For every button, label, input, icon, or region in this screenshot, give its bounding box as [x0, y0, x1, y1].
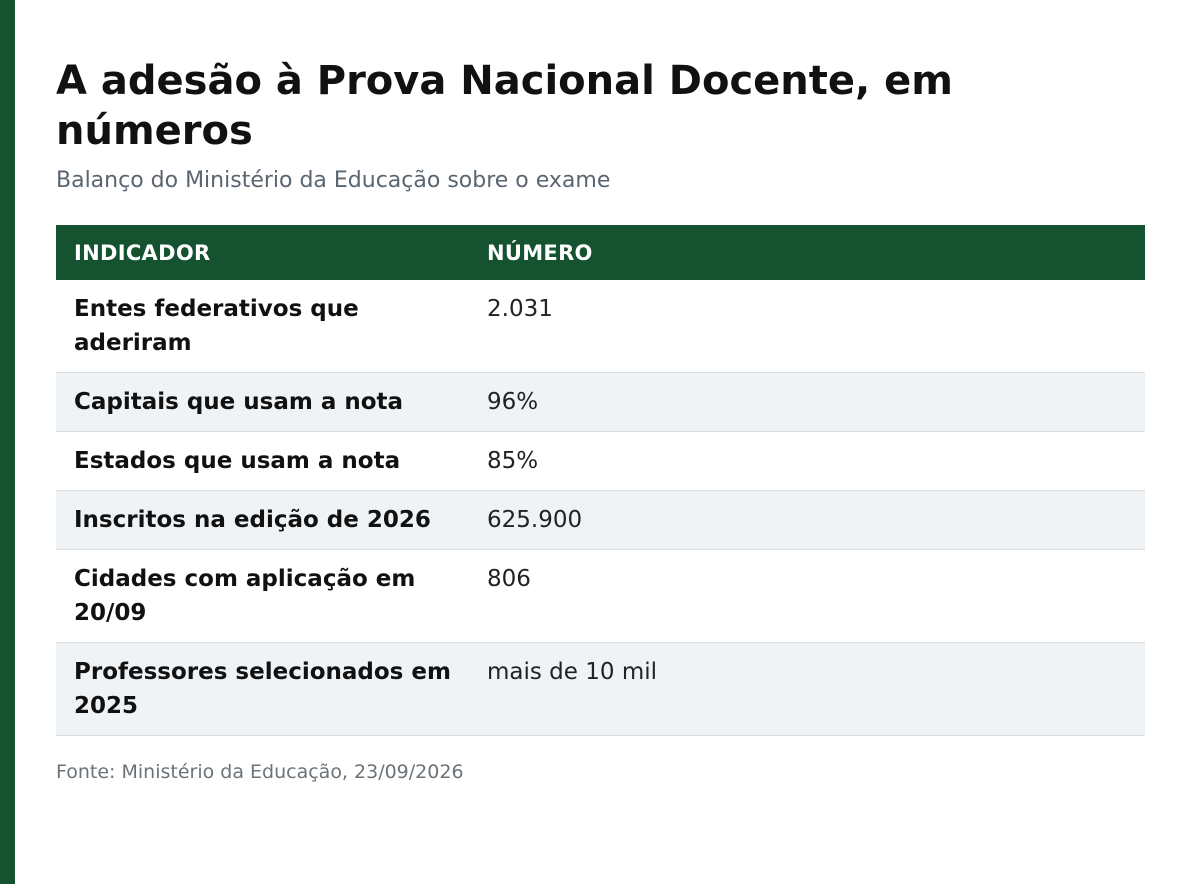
table-row: Inscritos na edição de 2026 625.900: [56, 490, 1145, 550]
indicator-cell: Capitais que usam a nota: [56, 372, 469, 432]
indicator-cell: Cidades com aplicação em 20/09: [56, 549, 469, 643]
source-note: Fonte: Ministério da Educação, 23/09/202…: [56, 761, 464, 783]
page-title: A adesão à Prova Nacional Docente, em nú…: [56, 58, 953, 154]
value-cell: 96%: [469, 372, 1145, 432]
value-cell: 625.900: [469, 490, 1145, 550]
table-row: Capitais que usam a nota 96%: [56, 372, 1145, 432]
value-cell: 806: [469, 549, 1145, 643]
indicator-cell: Inscritos na edição de 2026: [56, 490, 469, 550]
indicator-cell: Estados que usam a nota: [56, 431, 469, 491]
column-header-indicator: INDICADOR: [74, 240, 211, 265]
article-content: A adesão à Prova Nacional Docente, em nú…: [56, 56, 1145, 784]
value-cell: 2.031: [469, 280, 1145, 373]
indicator-cell: Professores selecionados em 2025: [56, 642, 469, 736]
value-cell: 85%: [469, 431, 1145, 491]
data-table: INDICADOR NÚMERO Entes federativos que a…: [56, 225, 1145, 736]
indicator-cell: Entes federativos que aderiram: [56, 280, 469, 373]
value-cell: mais de 10 mil: [469, 642, 1145, 736]
table-row: Estados que usam a nota 85%: [56, 431, 1145, 491]
table-row: Professores selecionados em 2025 mais de…: [56, 642, 1145, 736]
accent-bar: [0, 0, 15, 884]
table-row: Cidades com aplicação em 20/09 806: [56, 549, 1145, 643]
table-row: Entes federativos que aderiram 2.031: [56, 280, 1145, 373]
page-subtitle: Balanço do Ministério da Educação sobre …: [56, 168, 611, 193]
column-header-number: NÚMERO: [487, 240, 593, 265]
table-header-row: INDICADOR NÚMERO: [56, 225, 1145, 280]
